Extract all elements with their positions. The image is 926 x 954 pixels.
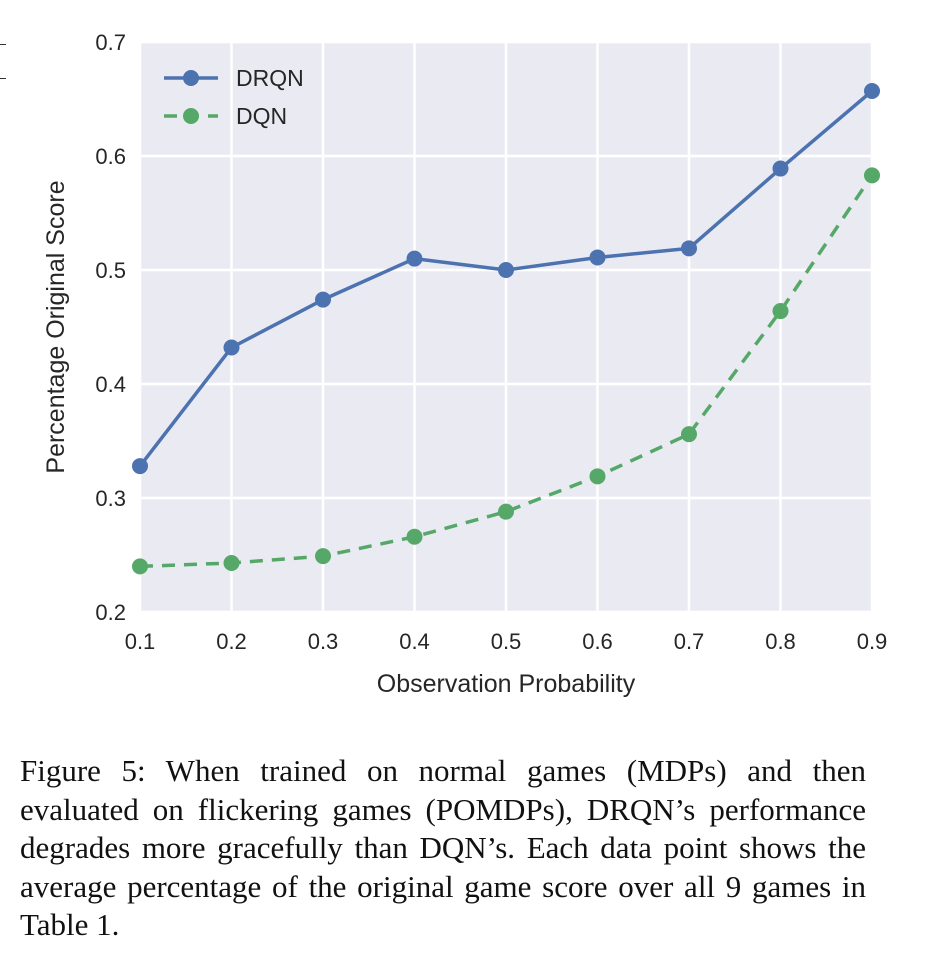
- drqn-point: [681, 240, 697, 257]
- legend-label: DQN: [236, 103, 287, 129]
- legend-item-drqn: DRQN: [164, 65, 304, 91]
- dqn-point: [132, 558, 148, 575]
- x-tick-label: 0.3: [308, 629, 339, 654]
- x-tick-label: 0.2: [216, 629, 247, 654]
- y-axis-ticks: 0.2 0.3 0.4 0.5 0.6 0.7: [95, 30, 126, 625]
- drqn-point: [864, 83, 880, 100]
- dqn-point: [406, 528, 423, 545]
- drqn-point: [132, 458, 148, 475]
- series-drqn: [132, 83, 880, 475]
- dqn-point: [589, 468, 606, 485]
- drqn-point: [498, 262, 514, 278]
- y-tick-label: 0.6: [95, 144, 126, 169]
- drqn-point: [589, 249, 606, 266]
- y-tick-label: 0.7: [95, 30, 126, 55]
- x-tick-label: 0.9: [857, 629, 888, 654]
- drqn-point: [406, 250, 423, 267]
- legend: DRQN DQN: [164, 65, 304, 129]
- edge-mark: [0, 44, 6, 45]
- series-dqn: [132, 167, 880, 575]
- dqn-point: [315, 548, 331, 565]
- x-tick-label: 0.7: [674, 629, 705, 654]
- y-tick-label: 0.4: [95, 372, 126, 397]
- y-tick-label: 0.5: [95, 258, 126, 283]
- edge-mark: [0, 78, 6, 79]
- x-tick-label: 0.8: [765, 629, 796, 654]
- dqn-point: [864, 167, 880, 184]
- x-tick-label: 0.6: [582, 629, 613, 654]
- dqn-point: [681, 426, 697, 443]
- x-tick-label: 0.1: [125, 629, 156, 654]
- drqn-point: [772, 160, 789, 177]
- y-axis-label: Percentage Original Score: [42, 180, 70, 473]
- x-axis-label: Observation Probability: [377, 670, 636, 698]
- y-tick-label: 0.2: [95, 600, 126, 625]
- x-axis-ticks: 0.1 0.2 0.3 0.4 0.5 0.6 0.7 0.8 0.9: [125, 629, 888, 654]
- figure-caption: Figure 5: When trained on normal games (…: [20, 753, 866, 942]
- legend-label: DRQN: [236, 65, 304, 91]
- data-series: [132, 83, 880, 575]
- legend-marker: [183, 70, 199, 86]
- dqn-point: [772, 303, 789, 320]
- x-tick-label: 0.5: [491, 629, 522, 654]
- y-tick-label: 0.3: [95, 486, 126, 511]
- drqn-point: [315, 291, 331, 308]
- x-tick-label: 0.4: [399, 629, 430, 654]
- dqn-point: [223, 554, 240, 571]
- grid-lines: [138, 40, 874, 614]
- dqn-line: [139, 174, 874, 569]
- legend-item-dqn: DQN: [164, 103, 287, 129]
- dqn-point: [498, 503, 514, 520]
- legend-marker: [183, 108, 199, 124]
- drqn-point: [223, 339, 240, 356]
- line-chart: 0.2 0.3 0.4 0.5 0.6 0.7 0.1 0.2 0.3 0.4 0.5 0.6 0.7…: [42, 30, 888, 698]
